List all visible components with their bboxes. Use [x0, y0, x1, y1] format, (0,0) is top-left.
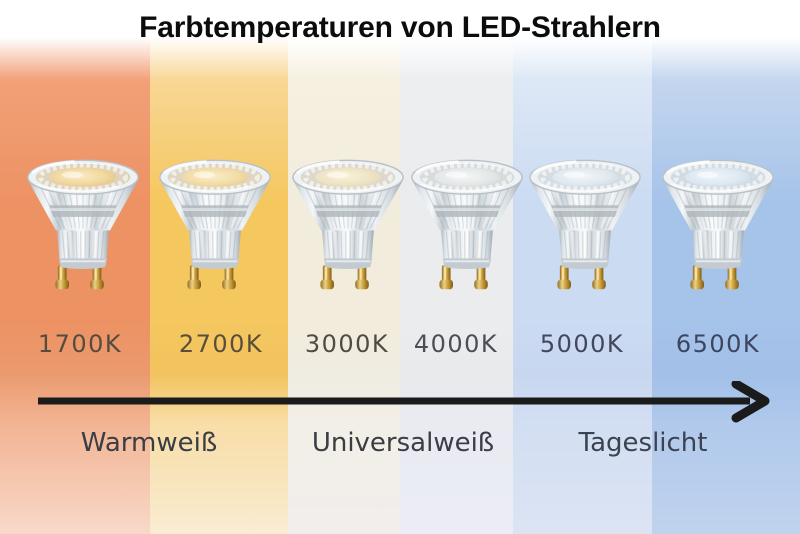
- gu10-pins-icon: [439, 265, 488, 290]
- temperature-axis-arrow-icon: [38, 381, 770, 423]
- kelvin-label-3000k: 3000K: [304, 330, 390, 358]
- led-bulb-icon-5000k: [527, 155, 643, 303]
- gu10-pins-icon: [557, 265, 606, 290]
- gu10-pins-icon: [55, 265, 104, 290]
- led-bulb-icon-4000k: [409, 155, 525, 303]
- led-bulb-icon-2700k: [157, 155, 273, 303]
- kelvin-label-2700k: 2700K: [178, 330, 264, 358]
- gu10-pins-icon: [690, 265, 739, 290]
- kelvin-label-5000k: 5000K: [539, 330, 625, 358]
- zone-label-tageslicht: Tageslicht: [578, 428, 708, 458]
- gu10-pins-icon: [320, 265, 369, 290]
- led-bulb-icon-6500k: [660, 155, 776, 303]
- led-bulb-icon-3000k: [290, 155, 406, 303]
- gu10-pins-icon: [187, 265, 236, 290]
- kelvin-label-4000k: 4000K: [413, 330, 499, 358]
- zone-label-warmweiss: Warmweiß: [80, 428, 218, 458]
- led-bulb-icon-1700k: [25, 155, 141, 303]
- zone-label-universalweiss: Universalweiß: [311, 428, 495, 458]
- kelvin-label-6500k: 6500K: [675, 330, 761, 358]
- kelvin-label-1700k: 1700K: [37, 330, 123, 358]
- page-title: Farbtemperaturen von LED-Strahlern: [139, 11, 661, 44]
